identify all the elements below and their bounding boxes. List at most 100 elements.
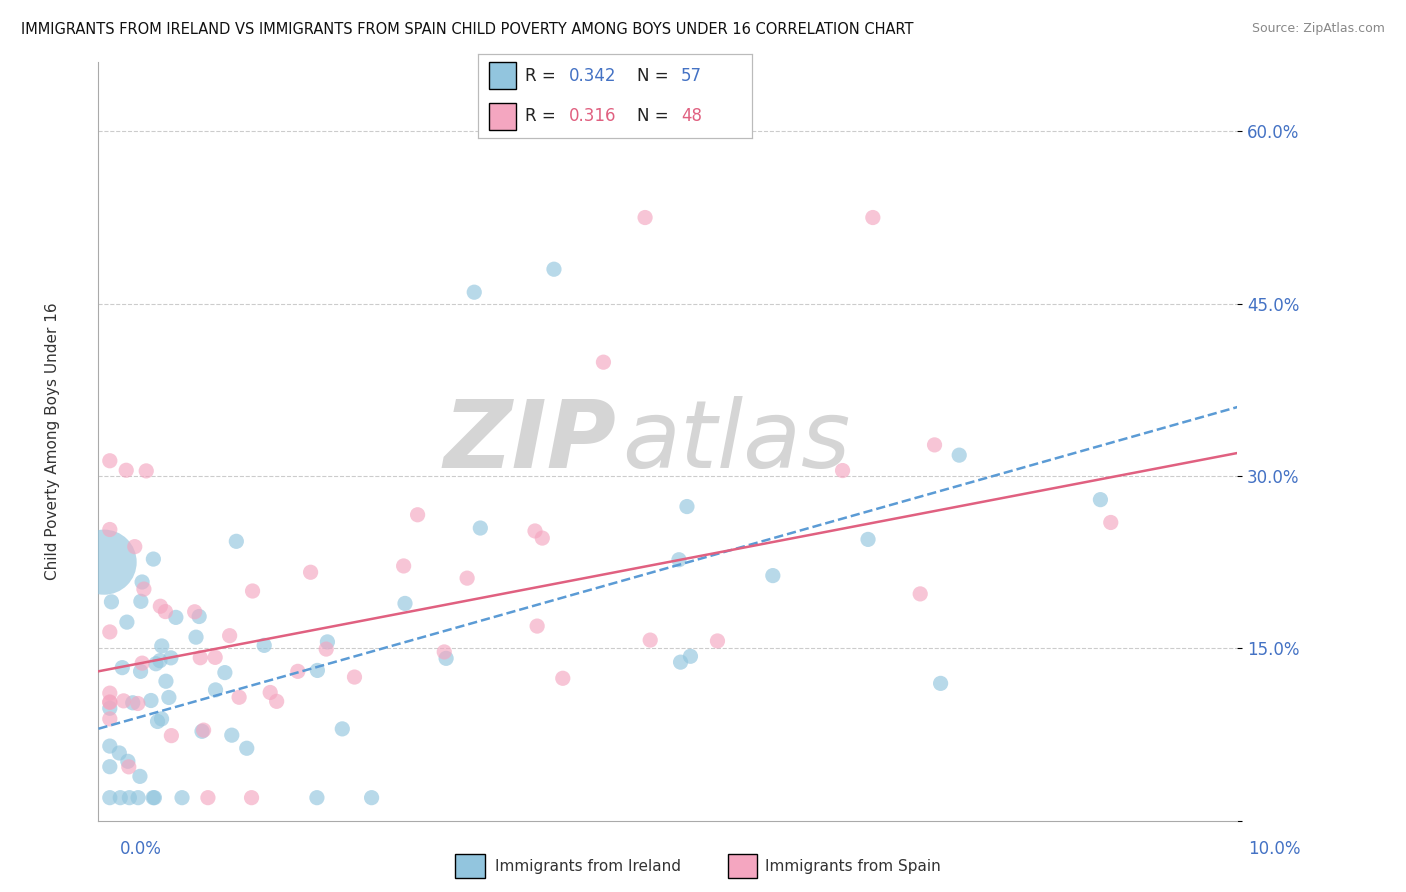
Point: [330, 722, 353, 736]
Point: [434, 651, 457, 665]
Point: [115, 615, 138, 629]
Point: [129, 594, 152, 608]
Point: [191, 724, 214, 739]
Point: [131, 574, 153, 589]
Point: [155, 674, 177, 689]
Point: [669, 655, 692, 669]
Point: [93, 555, 115, 569]
Point: [98, 760, 121, 774]
Point: [197, 790, 219, 805]
Text: ZIP: ZIP: [444, 395, 617, 488]
Point: [305, 790, 328, 805]
FancyBboxPatch shape: [489, 62, 516, 89]
Point: [204, 682, 226, 697]
Point: [929, 676, 952, 690]
Point: [98, 624, 121, 639]
Text: N =: N =: [637, 67, 673, 85]
Point: [551, 671, 574, 685]
Point: [266, 694, 288, 708]
Point: [98, 701, 121, 715]
Point: [470, 521, 492, 535]
Point: [117, 754, 139, 768]
Point: [112, 694, 135, 708]
Point: [145, 657, 167, 671]
Point: [592, 355, 614, 369]
Point: [360, 790, 382, 805]
FancyBboxPatch shape: [456, 855, 485, 878]
Point: [150, 639, 173, 653]
Text: Immigrants from Spain: Immigrants from Spain: [765, 859, 941, 873]
Point: [948, 448, 970, 462]
Point: [139, 693, 162, 707]
Point: [394, 596, 416, 610]
Point: [638, 633, 661, 648]
Point: [108, 746, 131, 760]
Point: [668, 553, 690, 567]
Point: [131, 656, 153, 670]
Point: [160, 729, 183, 743]
Text: R =: R =: [524, 67, 561, 85]
Point: [146, 714, 169, 729]
Text: Source: ZipAtlas.com: Source: ZipAtlas.com: [1251, 22, 1385, 36]
Point: [98, 712, 121, 726]
Point: [142, 790, 165, 805]
Point: [170, 790, 193, 805]
Point: [343, 670, 366, 684]
Point: [155, 605, 177, 619]
Text: 0.316: 0.316: [568, 107, 616, 125]
Text: Child Poverty Among Boys Under 16: Child Poverty Among Boys Under 16: [45, 302, 60, 581]
Point: [188, 650, 211, 665]
Text: N =: N =: [637, 107, 673, 125]
Point: [142, 552, 165, 566]
Point: [531, 531, 554, 545]
Point: [856, 533, 879, 547]
Point: [143, 790, 166, 805]
Text: atlas: atlas: [623, 396, 851, 487]
Point: [240, 790, 263, 805]
Point: [218, 629, 240, 643]
Point: [862, 211, 884, 225]
Point: [98, 454, 121, 468]
Point: [110, 790, 132, 805]
Text: IMMIGRANTS FROM IRELAND VS IMMIGRANTS FROM SPAIN CHILD POVERTY AMONG BOYS UNDER : IMMIGRANTS FROM IRELAND VS IMMIGRANTS FR…: [21, 22, 914, 37]
Point: [236, 741, 259, 756]
Point: [316, 635, 339, 649]
Point: [183, 605, 205, 619]
Point: [111, 660, 134, 674]
Text: Immigrants from Ireland: Immigrants from Ireland: [495, 859, 682, 873]
Point: [831, 464, 853, 478]
Point: [129, 665, 152, 679]
Point: [679, 649, 702, 664]
Point: [98, 790, 121, 805]
Point: [242, 584, 264, 599]
Text: 57: 57: [681, 67, 702, 85]
Point: [193, 723, 215, 738]
FancyBboxPatch shape: [489, 103, 516, 130]
Point: [127, 697, 149, 711]
Point: [188, 609, 211, 624]
Point: [924, 438, 946, 452]
Point: [98, 523, 121, 537]
Point: [456, 571, 478, 585]
Point: [392, 558, 415, 573]
Point: [463, 285, 485, 300]
Point: [287, 665, 309, 679]
Point: [634, 211, 657, 225]
Point: [98, 695, 121, 709]
Point: [98, 739, 121, 753]
Point: [1099, 516, 1122, 530]
Point: [676, 500, 699, 514]
FancyBboxPatch shape: [728, 855, 758, 878]
Point: [706, 634, 728, 648]
Text: 0.0%: 0.0%: [120, 840, 162, 858]
Point: [157, 690, 180, 705]
Point: [121, 696, 143, 710]
Point: [433, 645, 456, 659]
Point: [315, 642, 337, 657]
Point: [307, 664, 329, 678]
Point: [149, 654, 172, 668]
Point: [214, 665, 236, 680]
Point: [165, 610, 187, 624]
Point: [150, 712, 173, 726]
Point: [184, 630, 207, 644]
